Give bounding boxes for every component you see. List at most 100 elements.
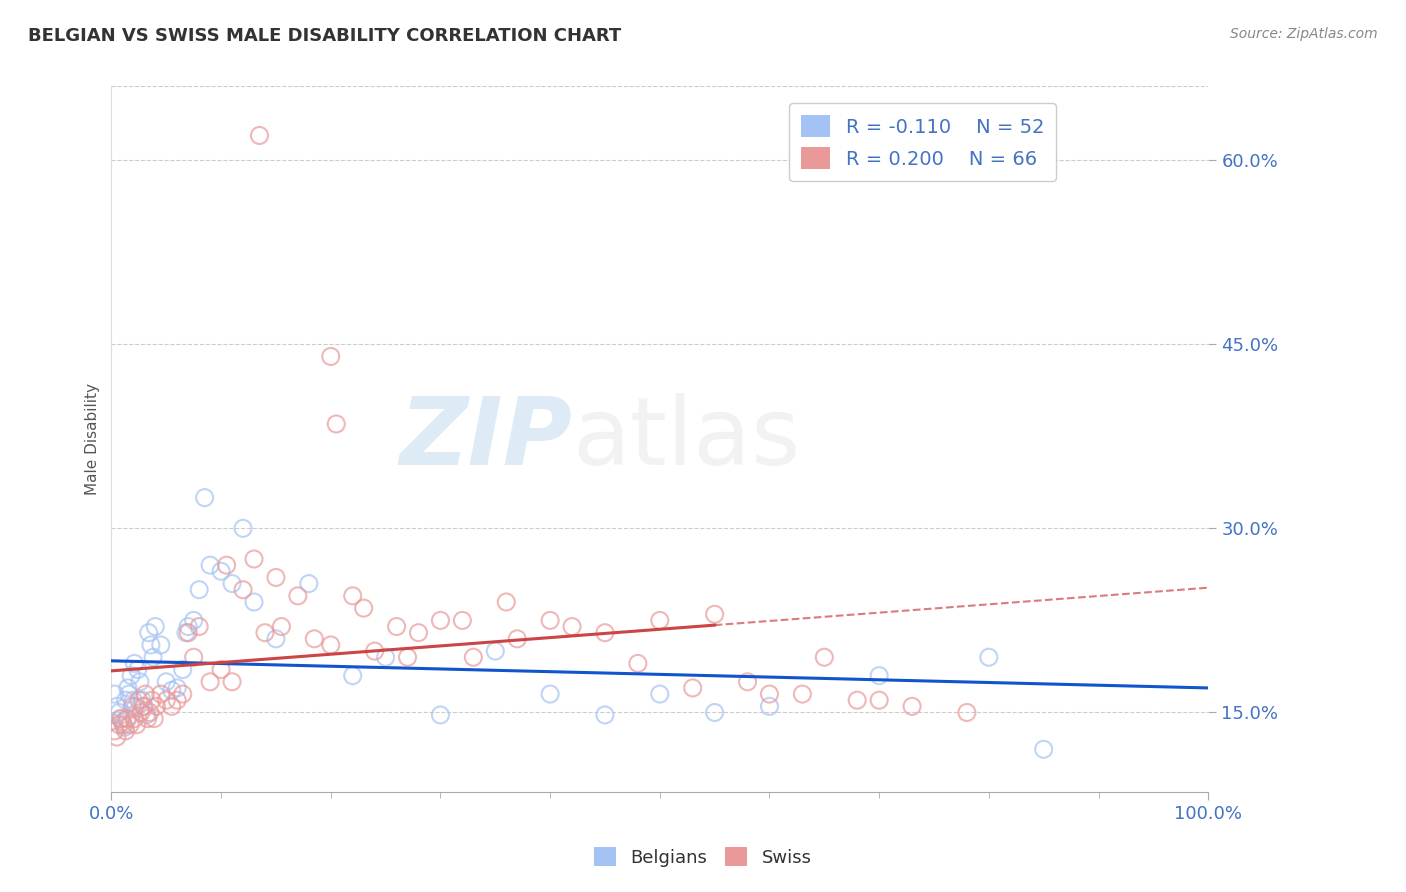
Point [198, 558, 221, 573]
Point [174, 625, 197, 640]
Point [155, 693, 177, 707]
Point [139, 706, 162, 720]
Point [538, 614, 561, 628]
Point [118, 687, 141, 701]
Point [120, 668, 142, 682]
Point [183, 614, 205, 628]
Point [160, 699, 183, 714]
Point [134, 699, 156, 714]
Point [122, 693, 145, 707]
Point [111, 715, 134, 730]
Point [117, 681, 139, 695]
Point [813, 650, 835, 665]
Point [429, 614, 451, 628]
Point [172, 663, 194, 677]
Point [166, 681, 188, 695]
Point [737, 674, 759, 689]
Point [593, 708, 616, 723]
Point [846, 693, 869, 707]
Point [108, 712, 131, 726]
Point [110, 712, 132, 726]
Point [298, 576, 321, 591]
Point [141, 693, 163, 707]
Point [142, 650, 165, 665]
Point [104, 687, 127, 701]
Point [758, 699, 780, 714]
Point [120, 718, 142, 732]
Point [124, 699, 146, 714]
Point [115, 712, 138, 726]
Point [232, 521, 254, 535]
Point [270, 619, 292, 633]
Point [129, 674, 152, 689]
Point [396, 650, 419, 665]
Point [353, 601, 375, 615]
Point [385, 619, 408, 633]
Point [166, 693, 188, 707]
Point [342, 668, 364, 682]
Point [114, 693, 136, 707]
Text: atlas: atlas [572, 393, 800, 485]
Point [703, 706, 725, 720]
Point [363, 644, 385, 658]
Legend: R = -0.110    N = 52, R = 0.200    N = 66: R = -0.110 N = 52, R = 0.200 N = 66 [789, 103, 1056, 181]
Point [194, 491, 217, 505]
Point [484, 644, 506, 658]
Point [139, 638, 162, 652]
Point [124, 657, 146, 671]
Point [108, 718, 131, 732]
Point [703, 607, 725, 622]
Point [538, 687, 561, 701]
Point [243, 595, 266, 609]
Point [117, 712, 139, 726]
Point [172, 687, 194, 701]
Point [561, 619, 583, 633]
Point [253, 625, 276, 640]
Point [325, 417, 347, 431]
Point [593, 625, 616, 640]
Point [108, 706, 131, 720]
Point [495, 595, 517, 609]
Point [188, 619, 211, 633]
Point [209, 564, 232, 578]
Point [627, 657, 650, 671]
Point [143, 619, 166, 633]
Point [129, 706, 152, 720]
Point [177, 625, 200, 640]
Point [121, 699, 143, 714]
Point [134, 687, 156, 701]
Point [792, 687, 814, 701]
Legend: Belgians, Swiss: Belgians, Swiss [588, 840, 818, 874]
Point [149, 687, 172, 701]
Point [135, 708, 157, 723]
Point [319, 638, 342, 652]
Point [183, 650, 205, 665]
Point [215, 558, 238, 573]
Point [143, 712, 166, 726]
Point [264, 632, 287, 646]
Point [138, 625, 160, 640]
Point [901, 699, 924, 714]
Point [105, 730, 128, 744]
Point [155, 674, 177, 689]
Point [868, 668, 890, 682]
Point [408, 625, 430, 640]
Point [1032, 742, 1054, 756]
Point [868, 693, 890, 707]
Point [145, 699, 167, 714]
Point [136, 712, 159, 726]
Point [114, 720, 136, 734]
Point [132, 699, 155, 714]
Point [209, 663, 232, 677]
Point [648, 687, 671, 701]
Point [243, 552, 266, 566]
Text: Source: ZipAtlas.com: Source: ZipAtlas.com [1230, 27, 1378, 41]
Point [127, 663, 149, 677]
Point [198, 674, 221, 689]
Point [232, 582, 254, 597]
Point [956, 706, 979, 720]
Point [104, 723, 127, 738]
Point [506, 632, 529, 646]
Text: BELGIAN VS SWISS MALE DISABILITY CORRELATION CHART: BELGIAN VS SWISS MALE DISABILITY CORRELA… [28, 27, 621, 45]
Point [374, 650, 396, 665]
